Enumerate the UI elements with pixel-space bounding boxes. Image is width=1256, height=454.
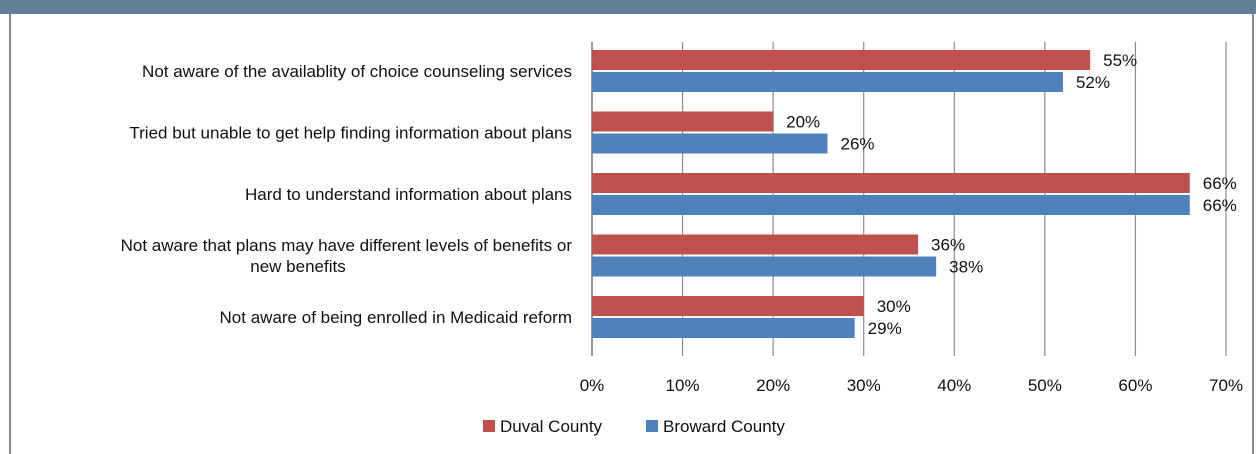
data-label: 66% xyxy=(1203,174,1237,193)
data-label: 26% xyxy=(840,135,874,154)
bar xyxy=(592,111,774,132)
x-tick-label: 20% xyxy=(756,376,790,395)
legend-swatch xyxy=(646,420,658,432)
bar xyxy=(592,133,828,154)
category-label: new benefits xyxy=(250,257,345,276)
bar xyxy=(592,234,919,255)
bar xyxy=(592,173,1190,193)
data-label: 20% xyxy=(786,113,820,132)
x-tick-label: 10% xyxy=(666,376,700,395)
bar xyxy=(592,318,855,338)
data-label: 55% xyxy=(1103,51,1137,70)
x-tick-label: 50% xyxy=(1028,376,1062,395)
x-tick-label: 60% xyxy=(1118,376,1152,395)
legend-label: Broward County xyxy=(663,417,785,436)
legend-label: Duval County xyxy=(500,417,603,436)
x-tick-label: 30% xyxy=(847,376,881,395)
x-tick-label: 0% xyxy=(580,376,605,395)
data-label: 66% xyxy=(1203,196,1237,215)
bar xyxy=(592,256,937,277)
category-label: Hard to understand information about pla… xyxy=(245,185,572,204)
x-tick-label: 40% xyxy=(937,376,971,395)
title-bar xyxy=(0,0,1256,14)
frame-border-right xyxy=(1252,14,1254,454)
x-tick-label: 70% xyxy=(1209,376,1243,395)
frame-border-left xyxy=(9,14,11,454)
data-label: 30% xyxy=(877,297,911,316)
data-label: 52% xyxy=(1076,73,1110,92)
data-label: 38% xyxy=(949,258,983,277)
category-label: Tried but unable to get help finding inf… xyxy=(129,124,572,143)
data-label: 36% xyxy=(931,236,965,255)
bar xyxy=(592,195,1190,215)
bar xyxy=(592,50,1091,70)
legend-swatch xyxy=(483,420,495,432)
category-label: Not aware of the availablity of choice c… xyxy=(142,62,572,81)
bar xyxy=(592,72,1063,92)
data-label: 29% xyxy=(868,319,902,338)
category-label: Not aware of being enrolled in Medicaid … xyxy=(220,308,572,327)
bar xyxy=(592,296,864,316)
category-label: Not aware that plans may have different … xyxy=(121,236,573,255)
